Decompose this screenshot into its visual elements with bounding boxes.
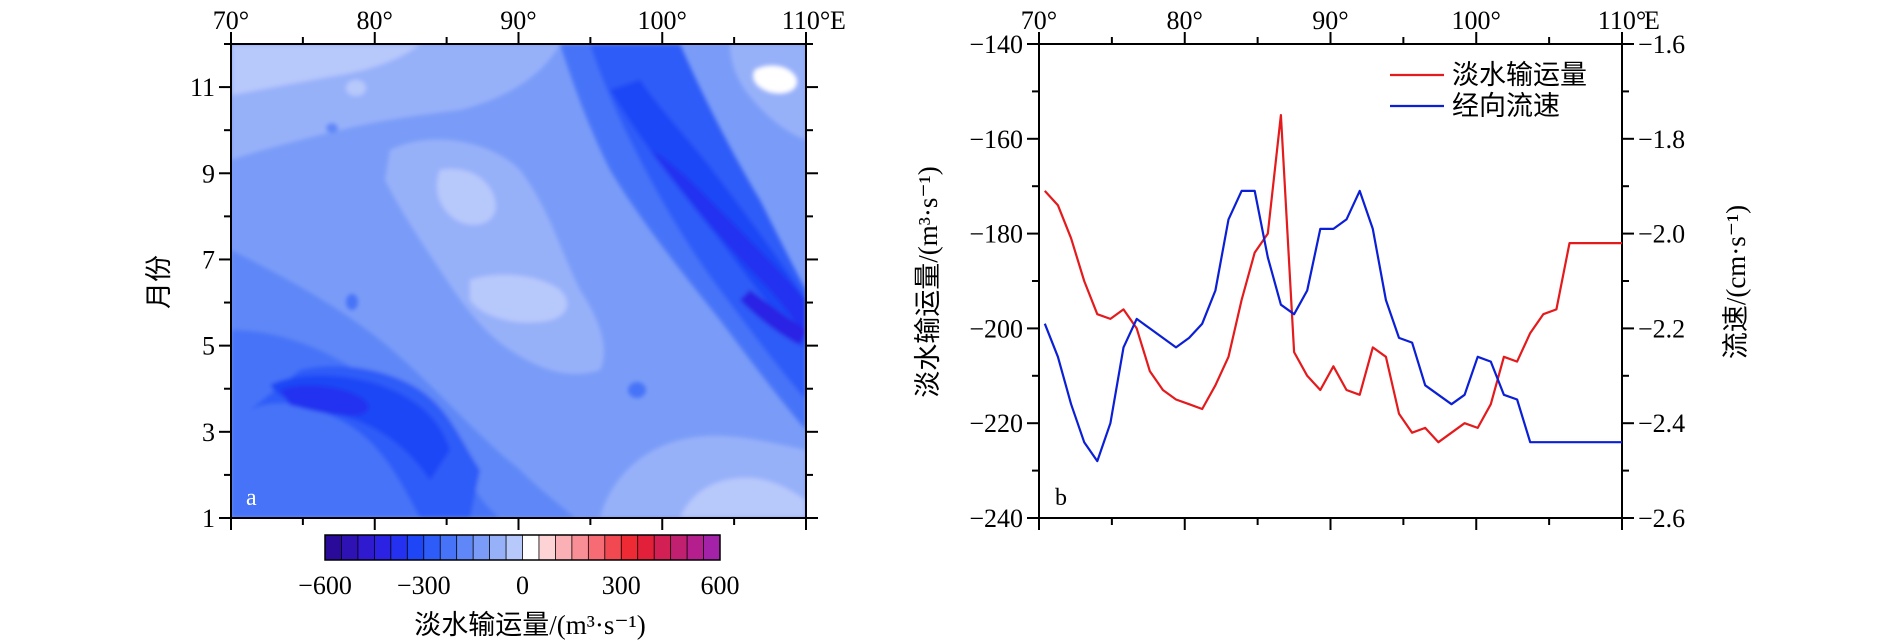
colorbar-bin: [637, 535, 655, 560]
panel-b-right-y-ticks: −2.6 −2.4 −2.2 −2.0 −1.8 −1.6: [1622, 30, 1685, 533]
panel-b-x-ticks: 70° 80° 90° 100° 110°: [1021, 6, 1646, 530]
panel-b-x-tick-label: 110°: [1598, 6, 1646, 35]
panel-a-x-tick-label: 80°: [357, 6, 393, 35]
colorbar-bin: [654, 535, 672, 560]
panel-a-y-ticks: 1 3 5 7 9 11: [190, 43, 818, 533]
panel-a-x-unit: E: [830, 6, 846, 35]
panel-b-x-tick-label: 90°: [1312, 6, 1348, 35]
colorbar-bin: [538, 535, 556, 560]
colorbar-bin: [555, 535, 573, 560]
panel-a-x-ticks: 70° 80° 90° 100° 110°: [213, 6, 830, 530]
panel-b-left-y-ticks: −240 −220 −200 −180 −160 −140: [969, 30, 1039, 533]
heatmap-field: [231, 44, 806, 518]
panel-b-left-y-tick-label: −140: [969, 30, 1023, 59]
colorbar-bin: [341, 535, 359, 560]
panel-b-right-y-tick-label: −1.6: [1638, 30, 1685, 59]
colorbar-tick-label: −300: [397, 571, 451, 600]
colorbar-bin: [423, 535, 441, 560]
panel-b-x-tick-label: 100°: [1452, 6, 1501, 35]
colorbar-bin: [325, 535, 342, 560]
panel-b-left-y-tick-label: −240: [969, 504, 1023, 533]
colorbar-bin: [621, 535, 639, 560]
colorbar-bin: [374, 535, 392, 560]
colorbar-bin: [588, 535, 606, 560]
panel-a-y-tick-label: 5: [202, 332, 215, 361]
panel-a-y-tick-label: 11: [190, 73, 215, 102]
colorbar-bin: [670, 535, 688, 560]
panel-b-left-y-tick-label: −220: [969, 409, 1023, 438]
panel-b-label: b: [1055, 485, 1067, 511]
panel-a-x-tick-label: 70°: [213, 6, 249, 35]
colorbar-bin: [473, 535, 491, 560]
panel-a: 70° 80° 90° 100° 110° 1 3 5 7 9 11 E 月份 a −600 −30…: [144, 6, 846, 640]
colorbar-bin: [506, 535, 523, 560]
panel-a-x-tick-label: 100°: [638, 6, 687, 35]
colorbar-title: 淡水输运量/(m³·s⁻¹): [414, 610, 645, 640]
panel-b: 70° 80° 90° 100° 110° −240 −220 −200 −180 −160 −1…: [913, 6, 1751, 533]
series-line-freshwater-transport: [1043, 113, 1622, 444]
panel-a-y-tick-label: 7: [202, 245, 215, 274]
panel-a-y-tick-label: 1: [202, 504, 215, 533]
colorbar-bin: [604, 535, 622, 560]
colorbar-bin: [703, 535, 721, 560]
panel-b-left-y-tick-label: −160: [969, 125, 1023, 154]
panel-b-left-y-tick-label: −200: [969, 314, 1023, 343]
colorbar-tick-label: 600: [701, 571, 740, 600]
colorbar-tick-label: 300: [602, 571, 641, 600]
panel-a-y-tick-label: 3: [202, 418, 215, 447]
panel-b-right-y-axis-title: 流速/(cm·s⁻¹): [1721, 205, 1751, 359]
panel-b-x-tick-label: 80°: [1167, 6, 1203, 35]
colorbar-frame: [324, 534, 721, 561]
panel-a-label: a: [246, 485, 257, 511]
colorbar-bin: [522, 535, 540, 560]
panel-b-series: [1043, 113, 1622, 463]
panel-b-x-tick-label: 70°: [1021, 6, 1057, 35]
colorbar-bin: [407, 535, 425, 560]
panel-b-right-y-tick-label: −2.2: [1638, 314, 1685, 343]
colorbar: −600 −300 0 300 600: [298, 534, 740, 600]
legend-label: 经向流速: [1452, 91, 1560, 121]
panel-a-y-axis-title: 月份: [144, 255, 174, 309]
panel-b-right-y-tick-label: −2.0: [1638, 220, 1685, 249]
colorbar-bin: [357, 535, 375, 560]
colorbar-tick-label: −600: [298, 571, 352, 600]
panel-a-x-tick-label: 90°: [500, 6, 536, 35]
colorbar-bin: [687, 535, 705, 560]
colorbar-bin: [440, 535, 458, 560]
colorbar-bin: [489, 535, 507, 560]
colorbar-bin: [456, 535, 474, 560]
panel-a-y-tick-label: 9: [202, 159, 215, 188]
legend-label: 淡水输运量: [1452, 60, 1587, 90]
panel-b-right-y-tick-label: −2.6: [1638, 504, 1685, 533]
colorbar-tick-label: 0: [516, 571, 529, 600]
colorbar-bin: [571, 535, 589, 560]
series-line-meridional-velocity: [1043, 189, 1622, 463]
panel-b-left-y-axis-title: 淡水输运量/(m³·s⁻¹): [913, 166, 943, 397]
panel-a-x-tick-label: 110°: [782, 6, 830, 35]
panel-b-left-y-tick-label: −180: [969, 220, 1023, 249]
panel-b-right-y-tick-label: −2.4: [1638, 409, 1685, 438]
panel-b-x-unit: E: [1644, 6, 1660, 35]
panel-b-right-y-tick-label: −1.8: [1638, 125, 1685, 154]
colorbar-bin: [390, 535, 408, 560]
